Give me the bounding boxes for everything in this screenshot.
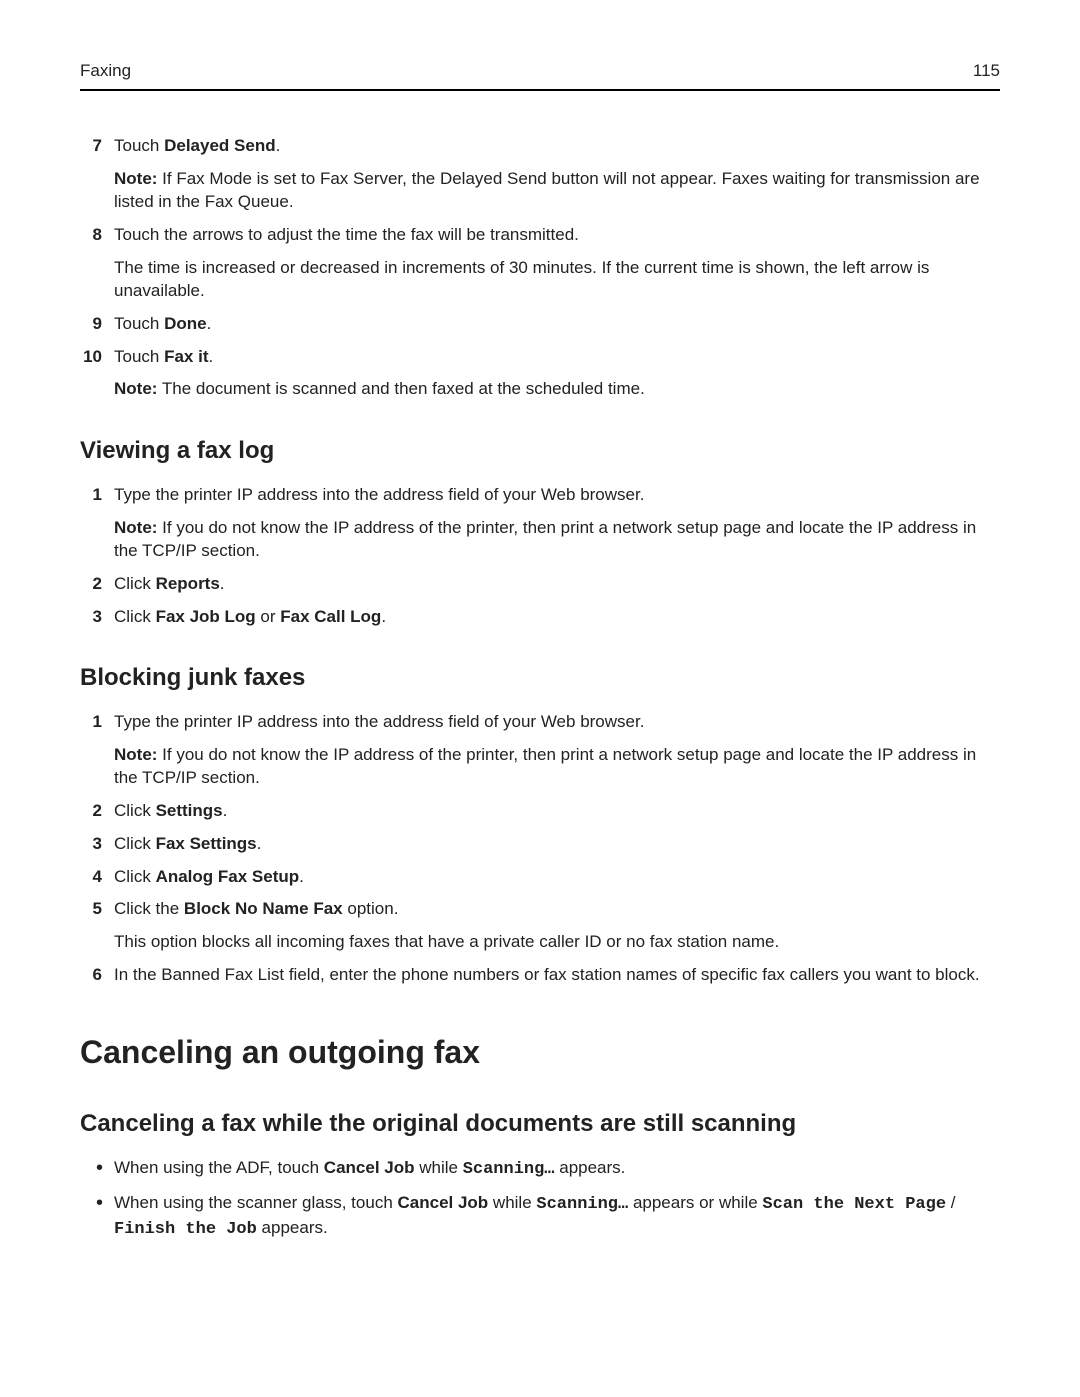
- step-number: 3: [80, 606, 114, 629]
- body-text: This option blocks all incoming faxes th…: [114, 931, 1000, 954]
- body-text: Note: If you do not know the IP address …: [114, 517, 1000, 563]
- body-text: Click the Block No Name Fax option.: [114, 898, 1000, 921]
- list-item: 1Type the printer IP address into the ad…: [80, 711, 1000, 790]
- list-item: 9Touch Done.: [80, 313, 1000, 336]
- body-text: Touch the arrows to adjust the time the …: [114, 224, 1000, 247]
- step-body: Touch Fax it. Note: The document is scann…: [114, 346, 1000, 402]
- list-item: 5Click the Block No Name Fax option. This…: [80, 898, 1000, 954]
- list-item: 2Click Settings.: [80, 800, 1000, 823]
- section-heading-view-fax-log: Viewing a fax log: [80, 435, 1000, 467]
- step-number: 8: [80, 224, 114, 303]
- step-body: Click Settings.: [114, 800, 1000, 823]
- body-text: Type the printer IP address into the add…: [114, 711, 1000, 734]
- body-text: Touch Fax it.: [114, 346, 1000, 369]
- list-item: 3Click Fax Job Log or Fax Call Log.: [80, 606, 1000, 629]
- numbered-steps-block: 1Type the printer IP address into the ad…: [80, 711, 1000, 987]
- body-text: Click Analog Fax Setup.: [114, 866, 1000, 889]
- body-text: Click Settings.: [114, 800, 1000, 823]
- page-header: Faxing 115: [80, 60, 1000, 91]
- section-heading-cancel-while-scanning: Canceling a fax while the original docum…: [80, 1108, 1000, 1140]
- body-text: Click Reports.: [114, 573, 1000, 596]
- body-text: Touch Delayed Send.: [114, 135, 1000, 158]
- list-item: 4Click Analog Fax Setup.: [80, 866, 1000, 889]
- step-number: 6: [80, 964, 114, 987]
- list-item: 6In the Banned Fax List field, enter the…: [80, 964, 1000, 987]
- main-heading-cancel-fax: Canceling an outgoing fax: [80, 1031, 1000, 1074]
- body-text: In the Banned Fax List field, enter the …: [114, 964, 1000, 987]
- list-item: 10Touch Fax it. Note: The document is sca…: [80, 346, 1000, 402]
- step-body: Click Analog Fax Setup.: [114, 866, 1000, 889]
- list-item: 8Touch the arrows to adjust the time the…: [80, 224, 1000, 303]
- body-text: The time is increased or decreased in in…: [114, 257, 1000, 303]
- body-text: Touch Done.: [114, 313, 1000, 336]
- body-text: Type the printer IP address into the add…: [114, 484, 1000, 507]
- numbered-steps-view: 1Type the printer IP address into the ad…: [80, 484, 1000, 629]
- list-item: 2Click Reports.: [80, 573, 1000, 596]
- step-body: Touch Done.: [114, 313, 1000, 336]
- step-body: Click the Block No Name Fax option. This …: [114, 898, 1000, 954]
- step-body: In the Banned Fax List field, enter the …: [114, 964, 1000, 987]
- step-number: 1: [80, 484, 114, 563]
- header-page-number: 115: [973, 60, 1000, 83]
- step-number: 3: [80, 833, 114, 856]
- step-number: 5: [80, 898, 114, 954]
- step-number: 1: [80, 711, 114, 790]
- step-number: 10: [80, 346, 114, 402]
- body-text: Click Fax Job Log or Fax Call Log.: [114, 606, 1000, 629]
- step-body: Type the printer IP address into the add…: [114, 484, 1000, 563]
- header-left: Faxing: [80, 60, 131, 83]
- step-body: Type the printer IP address into the add…: [114, 711, 1000, 790]
- step-number: 4: [80, 866, 114, 889]
- step-number: 7: [80, 135, 114, 214]
- step-body: Click Reports.: [114, 573, 1000, 596]
- section-heading-block-junk: Blocking junk faxes: [80, 662, 1000, 694]
- body-text: Click Fax Settings.: [114, 833, 1000, 856]
- step-number: 9: [80, 313, 114, 336]
- step-body: Touch the arrows to adjust the time the …: [114, 224, 1000, 303]
- step-body: Touch Delayed Send. Note: If Fax Mode is …: [114, 135, 1000, 214]
- list-item: 1Type the printer IP address into the ad…: [80, 484, 1000, 563]
- step-body: Click Fax Settings.: [114, 833, 1000, 856]
- step-number: 2: [80, 573, 114, 596]
- body-text: Note: If you do not know the IP address …: [114, 744, 1000, 790]
- body-text: Note: The document is scanned and then f…: [114, 378, 1000, 401]
- step-body: Click Fax Job Log or Fax Call Log.: [114, 606, 1000, 629]
- list-item: 3Click Fax Settings.: [80, 833, 1000, 856]
- step-number: 2: [80, 800, 114, 823]
- list-item: When using the scanner glass, touch Canc…: [114, 1192, 1000, 1242]
- list-item: When using the ADF, touch Cancel Job whi…: [114, 1157, 1000, 1182]
- numbered-steps-continued: 7Touch Delayed Send. Note: If Fax Mode is…: [80, 135, 1000, 401]
- body-text: Note: If Fax Mode is set to Fax Server, …: [114, 168, 1000, 214]
- list-item: 7Touch Delayed Send. Note: If Fax Mode is…: [80, 135, 1000, 214]
- bullet-list-cancel: When using the ADF, touch Cancel Job whi…: [80, 1157, 1000, 1242]
